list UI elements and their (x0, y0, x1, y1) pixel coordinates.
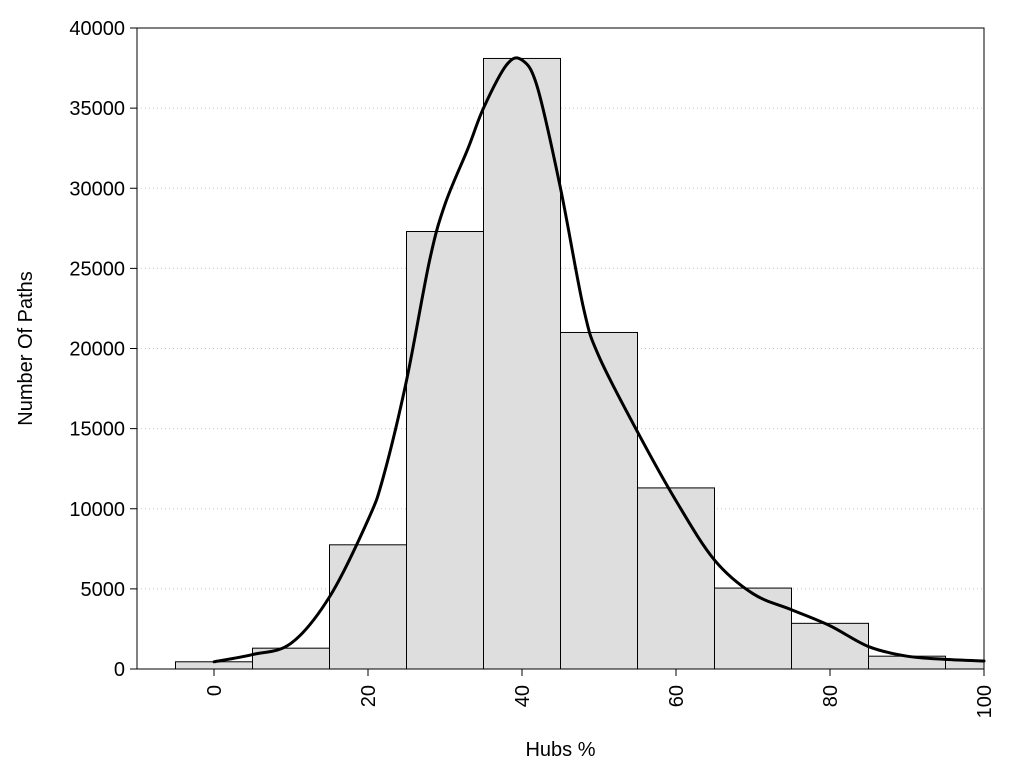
histogram-bar (483, 57, 561, 670)
histogram-bar (714, 587, 792, 670)
x-axis: 0 20 40 60 80 100 (204, 669, 996, 718)
x-tick-label: 80 (820, 685, 842, 707)
density-curve (212, 56, 986, 664)
y-tick-label: 30000 (69, 178, 125, 200)
x-axis-title: Hubs % (525, 739, 595, 761)
y-tick-label: 10000 (69, 499, 125, 521)
y-axis: 0 5000 10000 15000 20000 25000 30000 35000 40000 (69, 18, 137, 681)
y-tick-label: 20000 (69, 339, 125, 361)
y-tick-label: 35000 (69, 98, 125, 120)
x-tick-label: 0 (204, 685, 226, 696)
histogram-bar (406, 231, 484, 670)
x-tick-label: 100 (974, 685, 996, 718)
y-tick-label: 15000 (69, 419, 125, 441)
x-tick-label: 60 (666, 685, 688, 707)
histogram-bar (560, 331, 638, 670)
x-tick-label: 40 (512, 685, 534, 707)
density-curve-line (212, 56, 986, 664)
y-axis-title: Number Of Paths (15, 271, 37, 426)
x-tick-label: 20 (358, 685, 380, 707)
y-tick-label: 5000 (81, 579, 126, 601)
histogram-bar (791, 622, 869, 670)
y-tick-label: 0 (114, 659, 125, 681)
histogram-bar (637, 487, 715, 670)
histogram-bar (329, 544, 407, 670)
y-tick-label: 25000 (69, 258, 125, 280)
y-tick-label: 40000 (69, 18, 125, 40)
bars (175, 57, 985, 670)
